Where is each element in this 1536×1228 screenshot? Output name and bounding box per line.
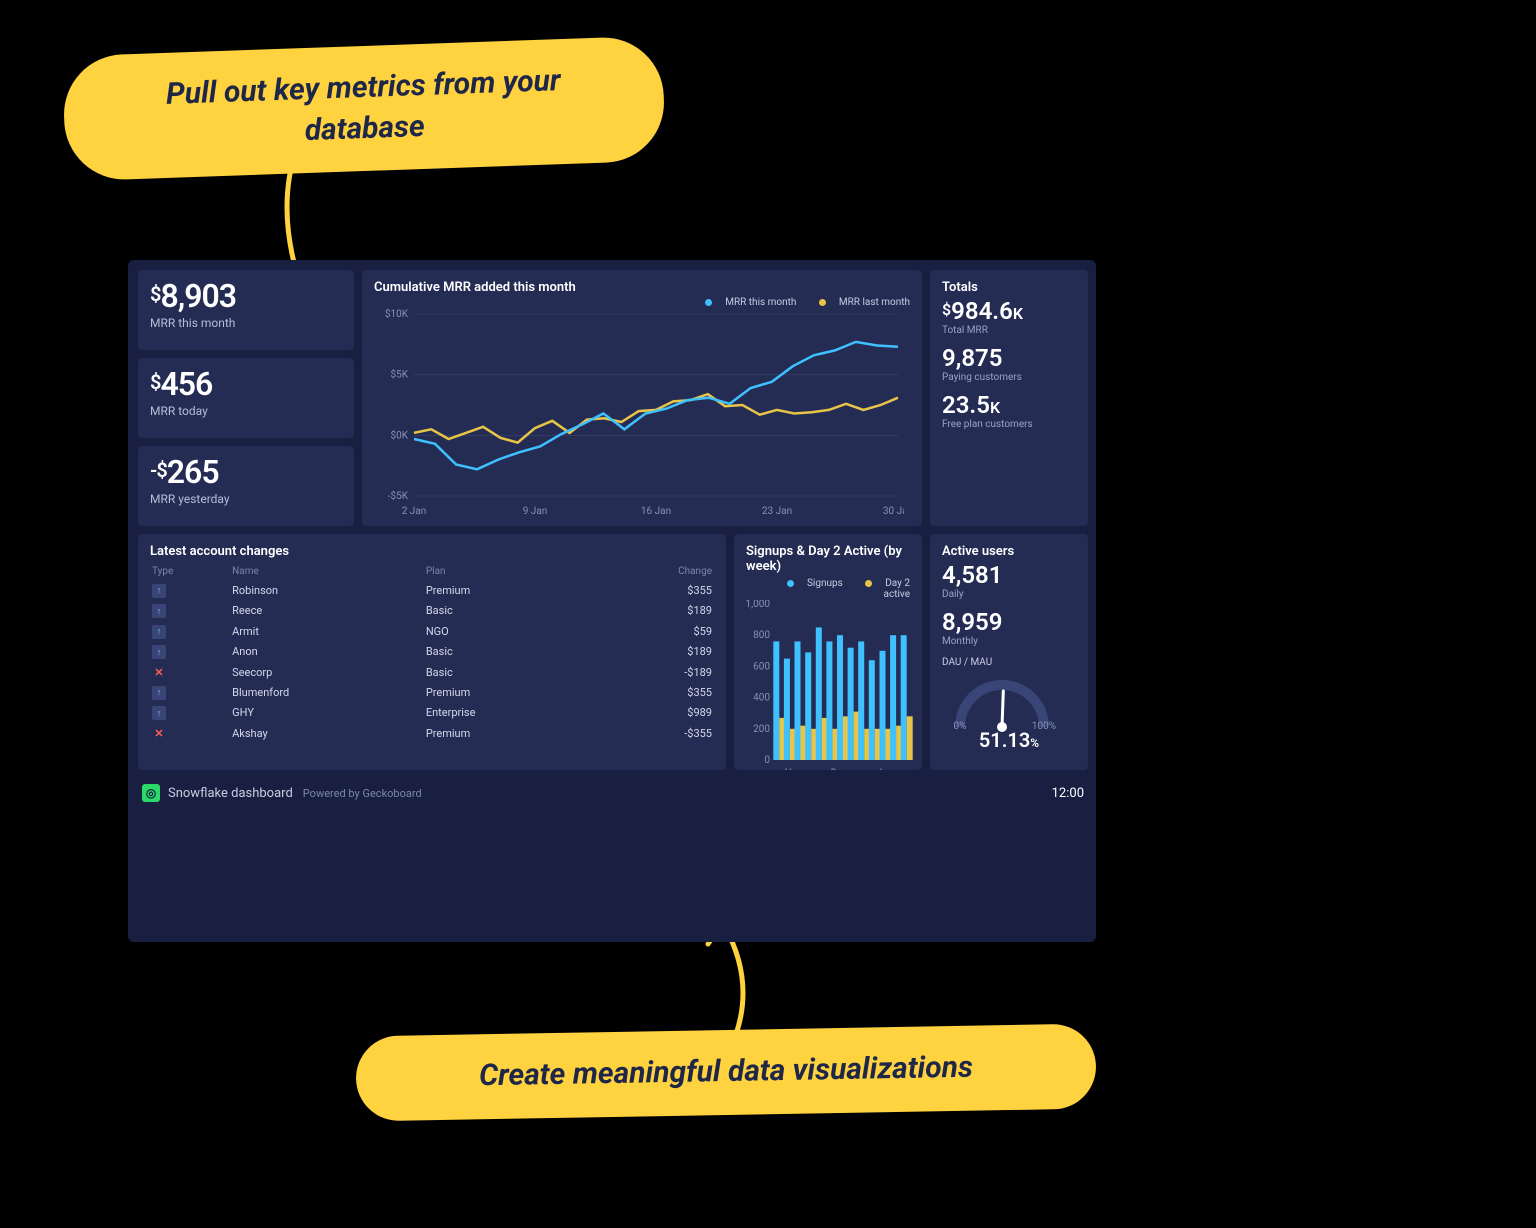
metric-label: MRR today	[150, 404, 342, 418]
svg-text:$10K: $10K	[385, 308, 409, 320]
bar-chart: 1,000 800 600 400 200 0 Nov Dec Jan	[746, 600, 914, 770]
metric-mrr-yesterday: -$265 MRR yesterday	[138, 446, 354, 526]
active-users-card: Active users 4,581 Daily 8,959 Monthly D…	[930, 534, 1088, 770]
table-row: ✕AkshayPremium-$355	[150, 723, 714, 743]
currency-prefix: $	[150, 282, 160, 306]
daily-active-label: Daily	[942, 589, 1076, 600]
table-row: ↑RobinsonPremium$355	[150, 580, 714, 601]
currency-prefix: -$	[150, 458, 167, 482]
bar-chart-title: Signups & Day 2 Active (by week)	[746, 544, 910, 574]
dashboard-footer: ◎ Snowflake dashboard Powered by Geckobo…	[138, 778, 1088, 808]
monthly-active-value: 8,959	[942, 610, 1076, 634]
metric-value: 265	[167, 453, 219, 491]
svg-text:800: 800	[753, 630, 770, 641]
svg-text:1,000: 1,000	[746, 600, 770, 610]
svg-text:Dec: Dec	[831, 768, 848, 770]
table-header: Type	[150, 563, 230, 580]
svg-text:30 Jan: 30 Jan	[883, 506, 904, 517]
metric-mrr-month: $8,903 MRR this month	[138, 270, 354, 350]
line-chart-title: Cumulative MRR added this month	[374, 280, 576, 295]
daily-active-value: 4,581	[942, 563, 1076, 587]
metric-value: 8,903	[160, 277, 236, 315]
table-row: ↑BlumenfordPremium$355	[150, 682, 714, 703]
clock: 12:00	[1052, 786, 1084, 801]
line-chart-card: Cumulative MRR added this month MRR this…	[362, 270, 922, 526]
svg-text:200: 200	[753, 724, 770, 735]
monthly-active-label: Monthly	[942, 636, 1076, 647]
totals-title: Totals	[942, 280, 1076, 295]
metric-mrr-today: $456 MRR today	[138, 358, 354, 438]
upgrade-icon: ↑	[152, 604, 166, 618]
svg-text:Nov: Nov	[785, 768, 803, 770]
changes-title: Latest account changes	[150, 544, 714, 559]
table-row: ↑ReeceBasic$189	[150, 601, 714, 622]
gauge-chart: 0%100%	[942, 672, 1062, 734]
svg-text:$5K: $5K	[390, 368, 408, 381]
svg-text:9 Jan: 9 Jan	[523, 506, 548, 517]
svg-text:2 Jan: 2 Jan	[402, 506, 427, 517]
svg-text:0%: 0%	[954, 721, 967, 732]
upgrade-icon: ↑	[152, 686, 166, 700]
svg-text:16 Jan: 16 Jan	[641, 506, 671, 517]
dashboard-name: Snowflake dashboard	[168, 786, 293, 801]
totals-item: 9,875Paying customers	[942, 346, 1076, 383]
svg-text:Jan: Jan	[877, 768, 893, 770]
table-row: ↑GHYEnterprise$989	[150, 703, 714, 724]
cancel-icon: ✕	[152, 726, 166, 740]
svg-text:$0K: $0K	[390, 428, 408, 441]
totals-item: 23.5KFree plan customers	[942, 393, 1076, 430]
powered-by-text: Powered by Geckoboard	[303, 787, 422, 800]
svg-text:0: 0	[764, 755, 770, 766]
table-row: ↑AnonBasic$189	[150, 642, 714, 663]
changes-table: TypeNamePlanChange ↑RobinsonPremium$355↑…	[150, 563, 714, 743]
svg-text:23 Jan: 23 Jan	[762, 506, 792, 517]
table-header: Name	[230, 563, 424, 580]
currency-prefix: $	[150, 370, 160, 394]
upgrade-icon: ↑	[152, 706, 166, 720]
gauge-value: 51.13	[979, 728, 1030, 752]
metric-value: 456	[160, 365, 212, 403]
line-chart-legend: MRR this month MRR last month	[374, 297, 910, 308]
upgrade-icon: ↑	[152, 584, 166, 598]
totals-card: Totals $984.6KTotal MRR 9,875Paying custo…	[930, 270, 1088, 526]
table-row: ✕SeecorpBasic-$189	[150, 662, 714, 682]
changes-card: Latest account changes TypeNamePlanChang…	[138, 534, 726, 770]
table-header: Plan	[424, 563, 594, 580]
upgrade-icon: ↑	[152, 625, 166, 639]
dashboard: $8,903 MRR this month $456 MRR today -$2…	[128, 260, 1096, 942]
table-header: Change	[594, 563, 714, 580]
table-row: ↑ArmitNGO$59	[150, 621, 714, 642]
percent-sign: %	[1030, 736, 1039, 750]
cancel-icon: ✕	[152, 665, 166, 679]
metric-label: MRR this month	[150, 316, 342, 330]
gauge-label: DAU / MAU	[942, 657, 1076, 668]
bar-chart-legend: Signups Day 2 active	[746, 578, 910, 600]
line-chart: $10K $5K $0K -$5K 2 Jan 9 Jan 16 Jan 23 Jan 30 J…	[374, 308, 904, 518]
svg-text:-$5K: -$5K	[388, 489, 409, 502]
bar-chart-card: Signups & Day 2 Active (by week) Signups…	[734, 534, 922, 770]
callout-top: Pull out key metrics from your database	[62, 36, 666, 182]
upgrade-icon: ↑	[152, 645, 166, 659]
active-users-title: Active users	[942, 544, 1076, 559]
geckoboard-logo-icon: ◎	[142, 784, 160, 802]
metric-label: MRR yesterday	[150, 492, 342, 506]
svg-text:400: 400	[753, 693, 770, 704]
totals-item: $984.6KTotal MRR	[942, 299, 1076, 336]
svg-text:600: 600	[753, 661, 770, 672]
